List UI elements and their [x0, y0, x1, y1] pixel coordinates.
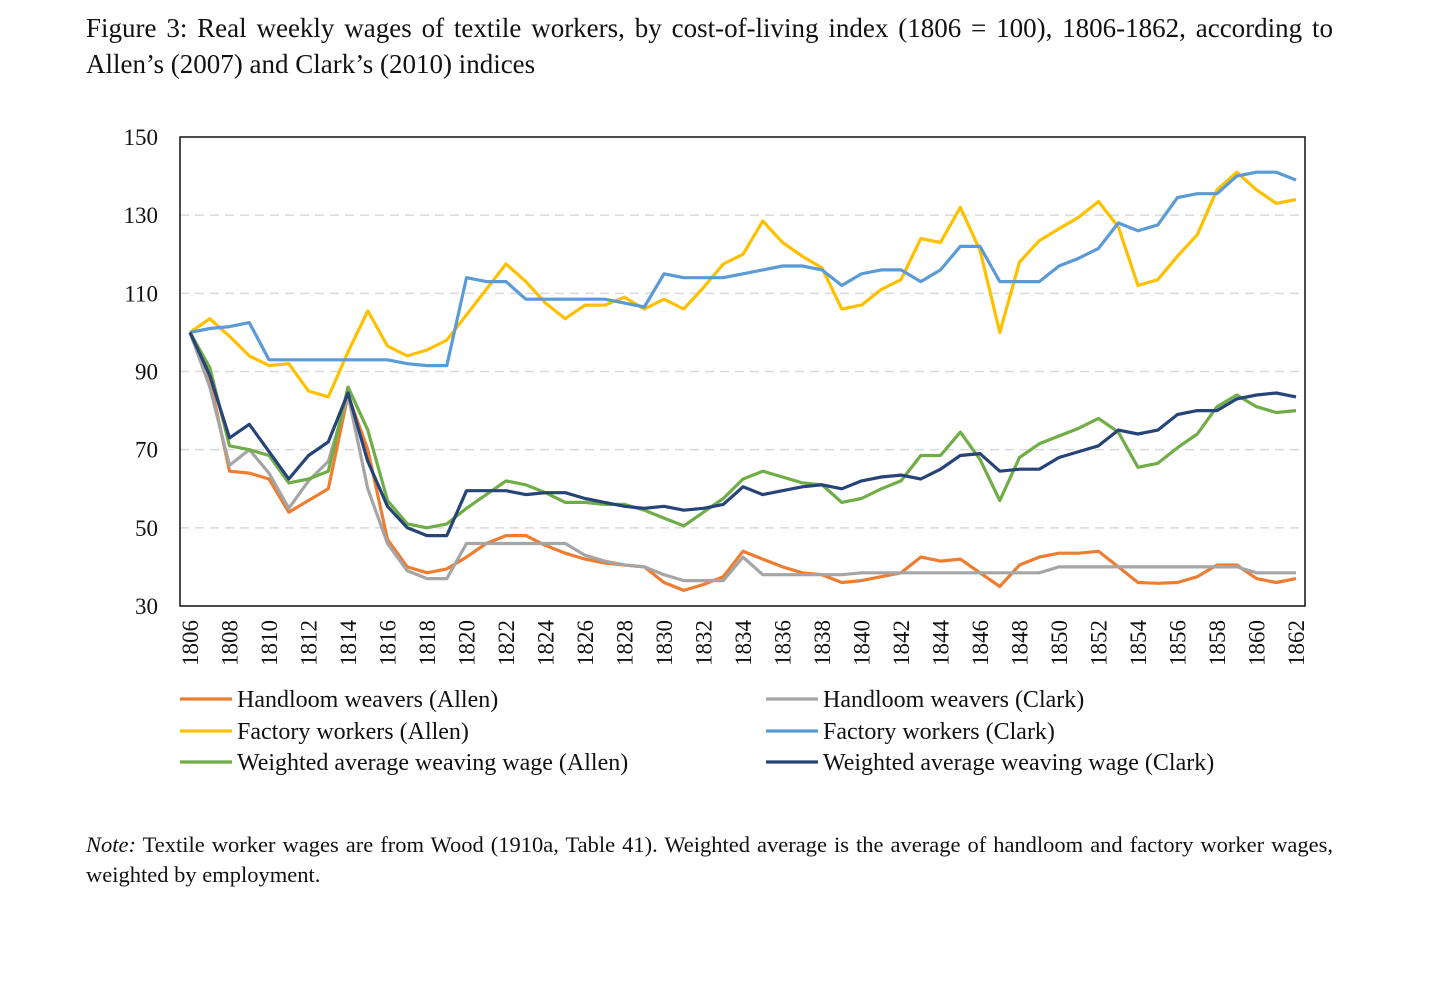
- x-tick-label: 1836: [771, 620, 796, 666]
- y-tick-label: 30: [135, 594, 158, 619]
- y-tick-label: 90: [135, 360, 158, 385]
- series-line-4: [188, 331, 1297, 530]
- legend-label: Factory workers (Allen): [237, 719, 469, 745]
- legend-item: Factory workers (Clark): [766, 719, 1055, 745]
- x-tick-label: 1854: [1126, 620, 1151, 667]
- x-tick-label: 1828: [613, 620, 638, 666]
- y-tick-label: 110: [124, 281, 158, 306]
- series-line-5: [188, 331, 1297, 538]
- x-tick-label: 1816: [376, 620, 401, 666]
- legend-item: Weighted average weaving wage (Allen): [180, 750, 628, 776]
- legend-item: Handloom weavers (Clark): [766, 687, 1084, 713]
- x-tick-label: 1840: [850, 620, 875, 666]
- x-tick-label: 1820: [455, 620, 480, 666]
- x-tick-label: 1810: [257, 620, 282, 666]
- x-tick-label: 1824: [534, 620, 559, 667]
- x-tick-label: 1842: [889, 620, 914, 666]
- x-tick-label: 1822: [494, 620, 519, 666]
- plot-border: [179, 136, 1306, 607]
- x-tick-label: 1812: [297, 620, 322, 666]
- x-tick-label: 1858: [1205, 620, 1230, 666]
- x-axis-ticks: 1806 1808 1810 1812 1814 1816 1818 1820 1822 1824…: [178, 620, 1309, 667]
- legend-item: Handloom weavers (Allen): [180, 687, 498, 713]
- x-tick-label: 1808: [218, 620, 243, 666]
- figure-title: Figure 3: Real weekly wages of textile w…: [86, 13, 1333, 79]
- x-tick-label: 1856: [1166, 620, 1191, 666]
- figure-note: Note: Textile worker wages are from Wood…: [86, 830, 1333, 890]
- x-tick-label: 1826: [573, 620, 598, 666]
- legend: Handloom weavers (Allen) Handloom weavers…: [180, 687, 1214, 776]
- x-tick-label: 1860: [1245, 620, 1270, 666]
- y-tick-label: 130: [124, 203, 159, 228]
- y-axis-ticks: 150 130 110 90 70 50 30: [124, 125, 159, 619]
- x-tick-label: 1832: [692, 620, 717, 666]
- legend-label: Weighted average weaving wage (Allen): [237, 750, 628, 776]
- legend-label: Handloom weavers (Allen): [237, 687, 498, 713]
- x-tick-label: 1830: [652, 620, 677, 666]
- legend-label: Factory workers (Clark): [823, 719, 1055, 745]
- legend-label: Handloom weavers (Clark): [823, 687, 1084, 713]
- x-tick-label: 1814: [336, 620, 361, 667]
- x-tick-label: 1844: [929, 620, 954, 667]
- note-text: Textile worker wages are from Wood (1910…: [86, 832, 1334, 887]
- x-tick-label: 1834: [731, 620, 756, 667]
- y-tick-label: 50: [135, 516, 158, 541]
- x-tick-label: 1838: [810, 620, 835, 666]
- x-tick-label: 1846: [968, 620, 993, 666]
- series-line-2: [189, 170, 1297, 399]
- note-label: Note:: [86, 832, 136, 857]
- x-tick-label: 1806: [178, 620, 203, 666]
- series-line-1: [188, 331, 1296, 583]
- x-tick-label: 1848: [1008, 620, 1033, 666]
- x-tick-label: 1818: [415, 620, 440, 666]
- series-line-3: [189, 170, 1297, 368]
- x-tick-label: 1850: [1047, 620, 1072, 666]
- y-tick-label: 150: [124, 125, 159, 150]
- x-tick-label: 1852: [1087, 620, 1112, 666]
- legend-item: Factory workers (Allen): [180, 719, 469, 745]
- x-tick-label: 1862: [1284, 620, 1309, 666]
- legend-item: Weighted average weaving wage (Clark): [766, 750, 1214, 776]
- y-tick-label: 70: [135, 438, 158, 463]
- legend-label: Weighted average weaving wage (Clark): [823, 750, 1214, 776]
- series-lines: [188, 170, 1297, 593]
